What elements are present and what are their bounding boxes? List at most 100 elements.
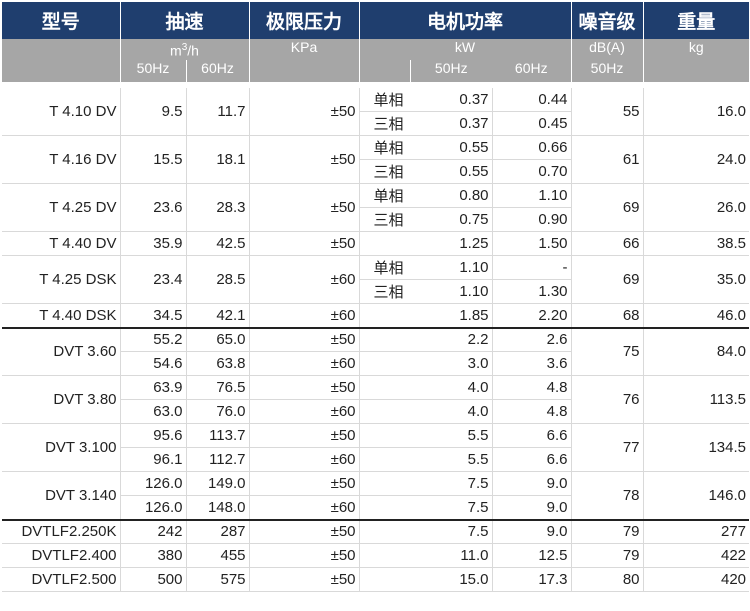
table-row: DVT 3.140 126.0 149.0 ±50 7.5 9.0 78 146.0	[2, 471, 750, 521]
noise-cell: 55	[571, 87, 644, 137]
noise-cell: 61	[571, 135, 644, 185]
header-weight: 重量	[643, 2, 750, 39]
speed-50-cell: 15.5	[120, 135, 187, 185]
pressure-cell: ±50	[249, 135, 360, 185]
model-cell: T 4.16 DV	[2, 135, 121, 185]
phase-blank	[359, 303, 411, 329]
pressure-cell: ±50	[249, 183, 360, 233]
subheader-row: 50Hz 60Hz 50Hz 60Hz 50Hz	[2, 59, 749, 82]
phase-label: 三相	[359, 279, 411, 305]
table-row: DVT 3.100 95.6 113.7 ±50 5.5 6.6 77 134.5	[2, 423, 750, 473]
model-cell: T 4.25 DV	[2, 183, 121, 233]
power-60-cell: 4.8	[492, 399, 572, 425]
phase-label: 单相	[359, 255, 411, 281]
weight-cell: 35.0	[643, 255, 750, 305]
speed-50-cell: 95.6	[120, 423, 187, 449]
power-60-cell: 1.10	[492, 183, 572, 209]
speed-60-cell: 113.7	[186, 423, 250, 449]
speed-60-cell: 11.7	[186, 87, 250, 137]
power-60-cell: 9.0	[492, 471, 572, 497]
speed-60-cell: 112.7	[186, 447, 250, 473]
power-50-cell: 0.37	[410, 111, 493, 137]
weight-cell: 277	[643, 518, 750, 545]
power-60-cell: 0.45	[492, 111, 572, 137]
model-cell: DVTLF2.400	[2, 543, 121, 569]
power-50-cell: 2.2	[410, 326, 493, 353]
specs-table: 型号 抽速 极限压力 电机功率 噪音级 重量 m3/h KPa kW dB(A)…	[2, 2, 750, 593]
phase-blank	[359, 495, 411, 521]
phase-label: 单相	[359, 87, 411, 113]
power-50-cell: 0.55	[410, 135, 493, 161]
phase-blank	[359, 567, 411, 593]
speed-60-cell: 149.0	[186, 471, 250, 497]
weight-cell: 420	[643, 567, 750, 593]
phase-blank	[359, 518, 411, 545]
power-60-cell: -	[492, 255, 572, 281]
table-row: 126.0 148.0 ±60 7.5 9.0	[2, 495, 749, 521]
power-60-cell: 17.3	[492, 567, 572, 593]
weight-cell: 16.0	[643, 87, 750, 137]
speed-60-cell: 18.1	[186, 135, 250, 185]
table-row: T 4.16 DV 15.5 18.1 ±50 单相 0.55 0.66 61 24.0	[2, 135, 750, 185]
phase-label: 单相	[359, 183, 411, 209]
power-60-cell: 6.6	[492, 423, 572, 449]
power-60-cell: 0.44	[492, 87, 572, 113]
power-60-cell: 2.6	[492, 326, 572, 353]
speed-50-cell: 126.0	[120, 495, 187, 521]
table-row: 96.1 112.7 ±60 5.5 6.6	[2, 447, 749, 473]
speed-50-cell: 500	[120, 567, 187, 593]
table-row: T 4.25 DSK 23.4 28.5 ±60 单相 1.10-69 35.0	[2, 255, 750, 305]
noise-cell: 77	[571, 423, 644, 473]
pressure-cell: ±50	[249, 543, 360, 569]
speed-60-cell: 455	[186, 543, 250, 569]
speed-60-cell: 575	[186, 567, 250, 593]
power-50-cell: 3.0	[410, 351, 493, 377]
power-50-cell: 0.37	[410, 87, 493, 113]
speed-50-cell: 380	[120, 543, 187, 569]
power-50-cell: 7.5	[410, 471, 493, 497]
power-60-cell: 3.6	[492, 351, 572, 377]
power-50-cell: 7.5	[410, 495, 493, 521]
unit-power: kW	[359, 39, 572, 60]
power-50-cell: 15.0	[410, 567, 493, 593]
noise-cell: 75	[571, 326, 644, 377]
noise-cell: 80	[571, 567, 644, 593]
pressure-cell: ±50	[249, 375, 360, 401]
header-power: 电机功率	[359, 2, 572, 39]
pressure-cell: ±60	[249, 399, 360, 425]
phase-label: 三相	[359, 207, 411, 233]
noise-cell: 66	[571, 231, 644, 257]
power-60-cell: 0.70	[492, 159, 572, 185]
unit-model-blank	[2, 39, 121, 82]
pressure-cell: ±60	[249, 255, 360, 305]
power-60-cell: 4.8	[492, 375, 572, 401]
noise-cell: 69	[571, 183, 644, 233]
weight-cell: 422	[643, 543, 750, 569]
speed-60-cell: 287	[186, 518, 250, 545]
speed-50-cell: 9.5	[120, 87, 187, 137]
sub-noise-50: 50Hz	[571, 59, 644, 82]
model-cell: DVT 3.140	[2, 471, 121, 521]
sub-speed-50: 50Hz	[120, 59, 187, 82]
pressure-cell: ±50	[249, 87, 360, 137]
power-60-cell: 6.6	[492, 447, 572, 473]
phase-blank	[359, 351, 411, 377]
power-60-cell: 1.50	[492, 231, 572, 257]
pressure-cell: ±60	[249, 303, 360, 329]
power-50-cell: 1.25	[410, 231, 493, 257]
speed-60-cell: 63.8	[186, 351, 250, 377]
phase-blank	[359, 471, 411, 497]
unit-speed: m3/h	[120, 39, 250, 60]
phase-blank	[359, 423, 411, 449]
weight-cell: 38.5	[643, 231, 750, 257]
phase-blank	[359, 231, 411, 257]
table-row: 三相 1.10 1.30	[2, 279, 749, 305]
phase-blank	[359, 447, 411, 473]
table-row: DVTLF2.500 500 575 ±50 15.0 17.3 80 420	[2, 567, 750, 593]
header-noise: 噪音级	[571, 2, 644, 39]
model-cell: T 4.25 DSK	[2, 255, 121, 305]
power-50-cell: 4.0	[410, 399, 493, 425]
power-50-cell: 11.0	[410, 543, 493, 569]
unit-row: m3/h KPa kW dB(A) kg	[2, 39, 750, 82]
noise-cell: 76	[571, 375, 644, 425]
